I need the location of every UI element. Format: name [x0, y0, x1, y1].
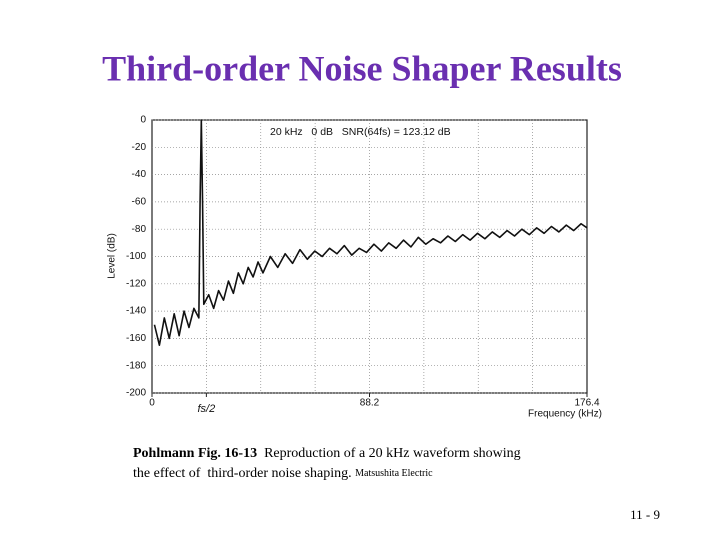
- caption-credit: Matsushita Electric: [355, 468, 433, 479]
- slide-title: Third-order Noise Shaper Results: [102, 48, 622, 88]
- y-axis-label: Level (dB): [107, 233, 118, 279]
- y-tick-label: -140: [126, 306, 146, 317]
- caption-text: Reproduction of a 20 kHz waveform showin…: [264, 446, 521, 461]
- x-tick-label: fs/2: [198, 403, 216, 415]
- x-tick-label: 88.2: [360, 398, 380, 409]
- y-tick-label: 0: [140, 115, 146, 126]
- caption-text: [257, 446, 264, 461]
- spectrum-line: [153, 119, 588, 347]
- y-tick-label: -40: [132, 169, 147, 180]
- page-number: 11 - 9: [630, 507, 660, 522]
- y-tick-label: -160: [126, 333, 146, 344]
- x-axis-label: Frequency (kHz): [528, 409, 602, 420]
- y-tick-label: -60: [132, 197, 147, 208]
- x-tick-label: 176.4: [574, 398, 599, 409]
- annotation: 20 kHz 0 dB SNR(64fs) = 123.12 dB: [270, 126, 451, 138]
- y-tick-label: -100: [126, 251, 146, 262]
- x-tick-label: 0: [149, 398, 155, 409]
- caption-source: Pohlmann Fig. 16-13: [133, 446, 257, 461]
- y-tick-label: -20: [132, 142, 147, 153]
- y-tick-label: -200: [126, 388, 146, 399]
- caption-text: the effect of third-order noise shaping.: [133, 466, 352, 481]
- caption-line-1: Pohlmann Fig. 16-13 Reproduction of a 20…: [133, 446, 521, 461]
- y-tick-label: -80: [132, 224, 147, 235]
- caption-line-2: the effect of third-order noise shaping.…: [133, 466, 433, 481]
- y-tick-label: -120: [126, 278, 146, 289]
- y-tick-label: -180: [126, 360, 146, 371]
